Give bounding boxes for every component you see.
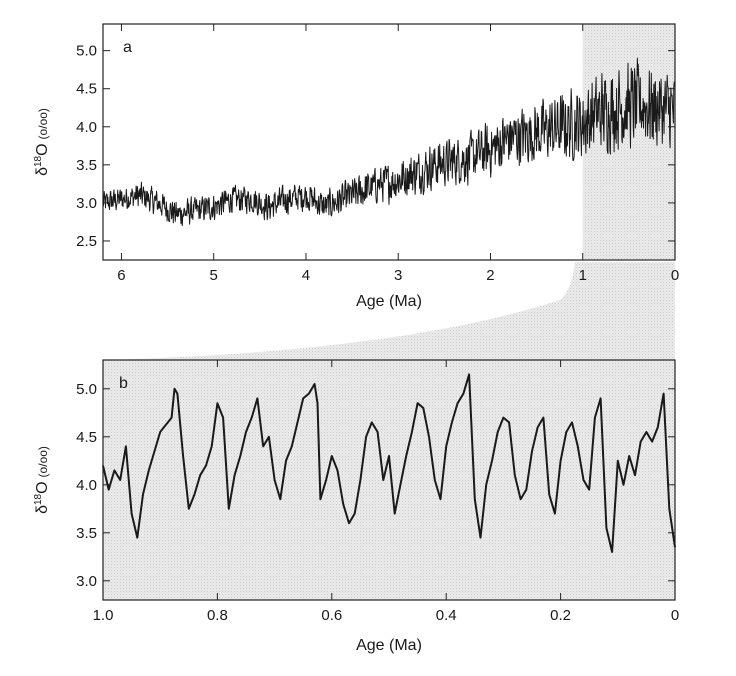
- panel-b-x-tick-label: 0.4: [436, 607, 457, 624]
- panel-b-y-ticks: 3.0 3.5 4.0 4.5 5.0: [76, 381, 675, 590]
- panel-b-ylabel-sup: 18: [33, 493, 44, 505]
- panel-a-ylabel-text: δ18O (o/oo): [33, 108, 51, 176]
- panel-a-x-tick-label: 3: [394, 267, 402, 284]
- zoom-connector: [103, 262, 675, 360]
- panel-a-y-tick-label: 4.5: [76, 81, 97, 98]
- panel-b-ylabel-main: δ: [34, 505, 51, 514]
- panel-a-xlabel: Age (Ma): [356, 293, 422, 310]
- panel-a-ylabel: δ18O (o/oo): [33, 108, 51, 176]
- panel-a-x-tick-label: 0: [671, 267, 679, 284]
- panel-a-x-tick-label: 5: [210, 267, 218, 284]
- panel-a-y-ticks: 2.5 3.0 3.5 4.0 4.5 5.0: [76, 43, 675, 250]
- panel-b-ylabel: δ18O (o/oo): [33, 446, 51, 514]
- panel-b-xlabel: Age (Ma): [356, 637, 422, 654]
- panel-b-ylabel-rest: O: [34, 481, 51, 493]
- panel-b-ylabel-unit: (o/oo): [36, 446, 50, 477]
- panel-a-x-tick-label: 2: [486, 267, 494, 284]
- panel-a-ylabel-unit: (o/oo): [36, 108, 50, 139]
- panel-b-letter: b: [119, 375, 128, 392]
- panel-a-x-tick-label: 4: [302, 267, 310, 284]
- panel-a-y-tick-label: 4.0: [76, 119, 97, 136]
- panel-b-x-tick-label: 0.8: [207, 607, 228, 624]
- panel-b-y-tick-label: 4.0: [76, 477, 97, 494]
- panel-a-series-line: [102, 57, 676, 227]
- panel-b-x-tick-label: 0: [671, 607, 679, 624]
- panel-a-highlight: [582, 24, 675, 260]
- panel-b-y-tick-label: 3.0: [76, 573, 97, 590]
- panel-a-y-tick-label: 2.5: [76, 233, 97, 250]
- panel-b-frame: [102, 359, 676, 601]
- panel-a: 6 5 4 3 2 1 0 2.5 3.0 3.5 4.0 4.5 5.0 a Age (Ma) δ1…: [33, 23, 679, 310]
- panel-a-y-tick-label: 5.0: [76, 43, 97, 60]
- panel-a-y-tick-label: 3.5: [76, 157, 97, 174]
- panel-a-ylabel-rest: O: [34, 143, 51, 155]
- panel-a-x-ticks: 6 5 4 3 2 1 0: [117, 24, 679, 284]
- panel-b-series-line: [102, 373, 676, 553]
- panel-a-ylabel-sup: 18: [33, 155, 44, 167]
- panel-b-x-tick-label: 0.6: [321, 607, 342, 624]
- panel-a-ylabel-main: δ: [34, 167, 51, 176]
- panel-b-y-tick-label: 3.5: [76, 525, 97, 542]
- panel-b-x-tick-label: 1.0: [93, 607, 114, 624]
- panel-a-letter: a: [123, 39, 132, 56]
- panel-b-y-tick-label: 5.0: [76, 381, 97, 398]
- panel-a-x-tick-label: 6: [117, 267, 125, 284]
- panel-a-y-tick-label: 3.0: [76, 195, 97, 212]
- panel-a-frame: [102, 23, 676, 261]
- panel-b-y-tick-label: 4.5: [76, 429, 97, 446]
- panel-b: 1.0 0.8 0.6 0.4 0.2 0 3.0 3.5 4.0 4.5 5.0 b Age (…: [33, 359, 679, 654]
- panel-b-ylabel-text: δ18O (o/oo): [33, 446, 51, 514]
- panel-b-x-tick-label: 0.2: [550, 607, 571, 624]
- panel-a-x-tick-label: 1: [579, 267, 587, 284]
- panel-b-x-ticks: 1.0 0.8 0.6 0.4 0.2 0: [93, 360, 679, 624]
